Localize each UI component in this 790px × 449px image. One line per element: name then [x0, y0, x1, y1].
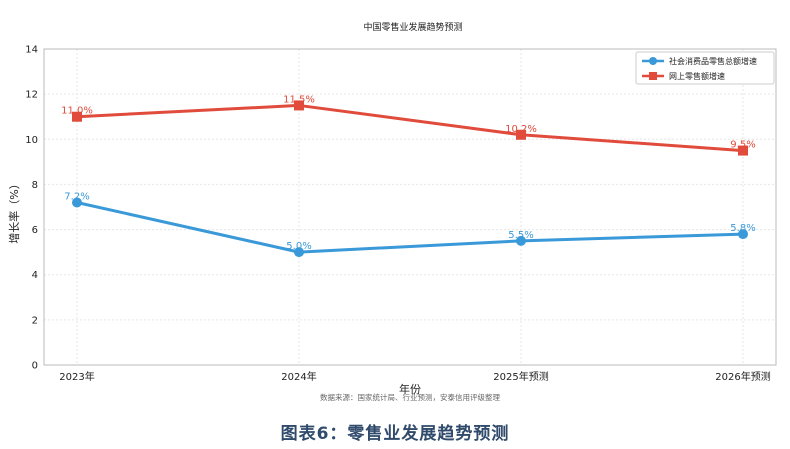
data-label: 9.5% [730, 140, 755, 151]
data-point [294, 247, 304, 258]
data-label: 11.0% [61, 106, 93, 117]
x-axis-label: 年份 [399, 382, 421, 396]
grid-layer [44, 48, 776, 366]
series-0: 7.2% 5.0% 5.5% 5.8% [64, 191, 756, 258]
legend-entry-series-0: 社会消费品零售总额增速 [669, 56, 757, 66]
data-point [72, 111, 82, 122]
series-line-0 [76, 201, 744, 254]
data-point [738, 229, 748, 240]
data-label: 5.5% [508, 230, 533, 241]
y-tick-label: 4 [32, 270, 38, 281]
figure-caption: 图表6：零售业发展趋势预测 [280, 424, 510, 444]
x-tick-label: 2023年 [59, 370, 94, 383]
data-label: 5.8% [730, 223, 755, 234]
data-point [516, 235, 526, 246]
legend-box [635, 51, 775, 85]
y-tick-label: 12 [25, 90, 38, 101]
data-point [294, 100, 304, 111]
legend-entry-series-1: 网上零售额增速 [669, 71, 725, 81]
source-note: 数据来源：国家统计局、行业预测，安泰信用评级整理 [320, 392, 500, 402]
data-point [516, 129, 526, 140]
data-label: 5.0% [286, 241, 311, 252]
x-tick-labels: 2023年 2024年 2025年预测 2026年预测 [59, 370, 770, 383]
plot-frame [43, 48, 777, 366]
series-layer: 7.2% 5.0% 5.5% 5.8% 11.0% 11.5% 10.2% 9.5% [61, 94, 756, 258]
data-label: 10.2% [505, 124, 537, 135]
y-tick-label: 10 [25, 135, 38, 146]
legend: 社会消费品零售总额增速 网上零售额增速 [635, 51, 775, 85]
chart-title: 中国零售业发展趋势预测 [363, 21, 462, 33]
legend-marker-series-0 [649, 57, 657, 65]
data-point [738, 145, 748, 156]
data-label: 7.2% [64, 191, 89, 202]
series-1: 11.0% 11.5% 10.2% 9.5% [61, 94, 756, 156]
y-tick-label: 6 [32, 225, 38, 236]
y-tick-label: 14 [25, 45, 38, 56]
legend-marker-series-1 [649, 72, 657, 80]
x-tick-label: 2025年预测 [493, 370, 548, 383]
y-tick-label: 0 [32, 361, 38, 372]
data-point [72, 197, 82, 208]
x-tick-label: 2026年预测 [715, 370, 770, 383]
x-tick-label: 2024年 [281, 370, 316, 383]
y-tick-label: 2 [32, 315, 38, 326]
y-tick-label: 8 [32, 180, 38, 191]
y-axis-label: 增长率（%） [7, 178, 21, 243]
series-line-1 [76, 103, 744, 153]
data-label: 11.5% [283, 94, 315, 105]
y-tick-labels: 0 2 4 6 8 10 12 14 [25, 45, 38, 372]
